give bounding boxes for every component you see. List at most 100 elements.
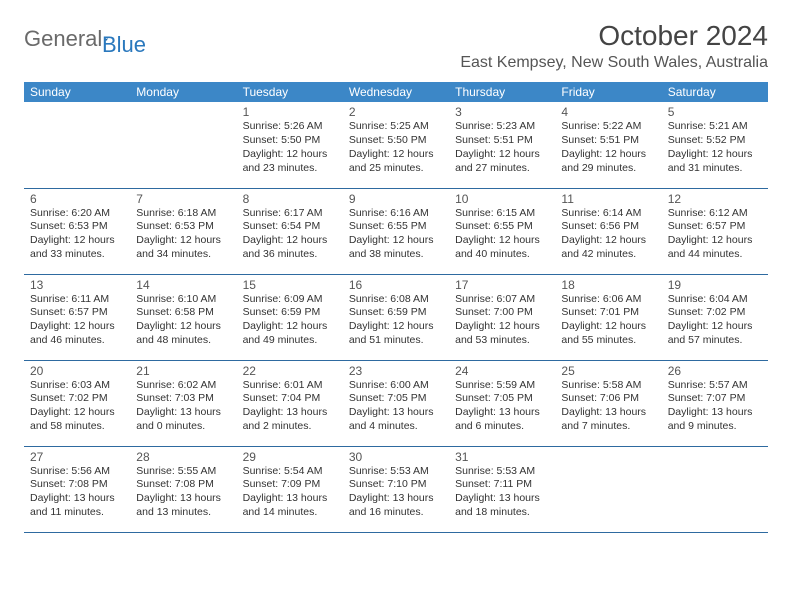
sunset-line: Sunset: 7:02 PM: [668, 306, 762, 320]
daylight-line: Daylight: 12 hours: [668, 234, 762, 248]
daylight-line: and 2 minutes.: [243, 420, 337, 434]
sunset-line: Sunset: 6:53 PM: [136, 220, 230, 234]
daylight-line: Daylight: 12 hours: [136, 234, 230, 248]
sunrise-line: Sunrise: 6:09 AM: [243, 293, 337, 307]
calendar-cell: 8Sunrise: 6:17 AMSunset: 6:54 PMDaylight…: [237, 188, 343, 274]
calendar-cell: 15Sunrise: 6:09 AMSunset: 6:59 PMDayligh…: [237, 274, 343, 360]
sunrise-line: Sunrise: 6:17 AM: [243, 207, 337, 221]
daylight-line: and 31 minutes.: [668, 162, 762, 176]
sunset-line: Sunset: 7:03 PM: [136, 392, 230, 406]
daylight-line: and 6 minutes.: [455, 420, 549, 434]
sunrise-line: Sunrise: 5:58 AM: [561, 379, 655, 393]
daylight-line: and 16 minutes.: [349, 506, 443, 520]
daylight-line: and 18 minutes.: [455, 506, 549, 520]
day-number: 10: [455, 192, 549, 206]
daylight-line: and 27 minutes.: [455, 162, 549, 176]
daylight-line: Daylight: 12 hours: [30, 406, 124, 420]
calendar-cell: [24, 102, 130, 188]
calendar-cell: 28Sunrise: 5:55 AMSunset: 7:08 PMDayligh…: [130, 446, 236, 532]
sunrise-line: Sunrise: 5:26 AM: [243, 120, 337, 134]
sunset-line: Sunset: 5:50 PM: [243, 134, 337, 148]
calendar-cell: 31Sunrise: 5:53 AMSunset: 7:11 PMDayligh…: [449, 446, 555, 532]
sunset-line: Sunset: 6:58 PM: [136, 306, 230, 320]
daylight-line: Daylight: 13 hours: [243, 492, 337, 506]
daylight-line: Daylight: 12 hours: [561, 320, 655, 334]
calendar-table: Sunday Monday Tuesday Wednesday Thursday…: [24, 82, 768, 533]
sunset-line: Sunset: 7:06 PM: [561, 392, 655, 406]
sunset-line: Sunset: 5:51 PM: [455, 134, 549, 148]
calendar-cell: [130, 102, 236, 188]
day-number: 12: [668, 192, 762, 206]
sunset-line: Sunset: 7:11 PM: [455, 478, 549, 492]
calendar-cell: 19Sunrise: 6:04 AMSunset: 7:02 PMDayligh…: [662, 274, 768, 360]
calendar-head: Sunday Monday Tuesday Wednesday Thursday…: [24, 82, 768, 102]
sunrise-line: Sunrise: 6:16 AM: [349, 207, 443, 221]
daylight-line: Daylight: 12 hours: [349, 320, 443, 334]
day-number: 5: [668, 105, 762, 119]
daylight-line: Daylight: 13 hours: [455, 492, 549, 506]
calendar-cell: 2Sunrise: 5:25 AMSunset: 5:50 PMDaylight…: [343, 102, 449, 188]
daylight-line: and 38 minutes.: [349, 248, 443, 262]
daylight-line: and 4 minutes.: [349, 420, 443, 434]
sunset-line: Sunset: 7:10 PM: [349, 478, 443, 492]
calendar-cell: 21Sunrise: 6:02 AMSunset: 7:03 PMDayligh…: [130, 360, 236, 446]
sunrise-line: Sunrise: 5:53 AM: [455, 465, 549, 479]
calendar-cell: 12Sunrise: 6:12 AMSunset: 6:57 PMDayligh…: [662, 188, 768, 274]
sunset-line: Sunset: 7:01 PM: [561, 306, 655, 320]
day-number: 14: [136, 278, 230, 292]
calendar-row: 27Sunrise: 5:56 AMSunset: 7:08 PMDayligh…: [24, 446, 768, 532]
title-block: October 2024 East Kempsey, New South Wal…: [460, 20, 768, 78]
daylight-line: and 51 minutes.: [349, 334, 443, 348]
sunrise-line: Sunrise: 6:02 AM: [136, 379, 230, 393]
calendar-cell: 13Sunrise: 6:11 AMSunset: 6:57 PMDayligh…: [24, 274, 130, 360]
daylight-line: Daylight: 13 hours: [349, 406, 443, 420]
daylight-line: Daylight: 13 hours: [668, 406, 762, 420]
sunrise-line: Sunrise: 6:11 AM: [30, 293, 124, 307]
daylight-line: Daylight: 12 hours: [243, 148, 337, 162]
calendar-cell: 10Sunrise: 6:15 AMSunset: 6:55 PMDayligh…: [449, 188, 555, 274]
daylight-line: and 36 minutes.: [243, 248, 337, 262]
daylight-line: Daylight: 12 hours: [561, 148, 655, 162]
sunrise-line: Sunrise: 6:03 AM: [30, 379, 124, 393]
sunset-line: Sunset: 5:51 PM: [561, 134, 655, 148]
calendar-cell: 5Sunrise: 5:21 AMSunset: 5:52 PMDaylight…: [662, 102, 768, 188]
daylight-line: and 33 minutes.: [30, 248, 124, 262]
calendar-cell: 22Sunrise: 6:01 AMSunset: 7:04 PMDayligh…: [237, 360, 343, 446]
sunrise-line: Sunrise: 5:55 AM: [136, 465, 230, 479]
calendar-row: 6Sunrise: 6:20 AMSunset: 6:53 PMDaylight…: [24, 188, 768, 274]
sunrise-line: Sunrise: 5:59 AM: [455, 379, 549, 393]
calendar-cell: 25Sunrise: 5:58 AMSunset: 7:06 PMDayligh…: [555, 360, 661, 446]
sunrise-line: Sunrise: 6:07 AM: [455, 293, 549, 307]
daylight-line: Daylight: 13 hours: [243, 406, 337, 420]
calendar-cell: 29Sunrise: 5:54 AMSunset: 7:09 PMDayligh…: [237, 446, 343, 532]
calendar-cell: 14Sunrise: 6:10 AMSunset: 6:58 PMDayligh…: [130, 274, 236, 360]
day-number: 24: [455, 364, 549, 378]
sunrise-line: Sunrise: 6:20 AM: [30, 207, 124, 221]
day-number: 30: [349, 450, 443, 464]
calendar-row: 1Sunrise: 5:26 AMSunset: 5:50 PMDaylight…: [24, 102, 768, 188]
daylight-line: Daylight: 12 hours: [561, 234, 655, 248]
calendar-cell: 1Sunrise: 5:26 AMSunset: 5:50 PMDaylight…: [237, 102, 343, 188]
daylight-line: and 14 minutes.: [243, 506, 337, 520]
calendar-cell: 6Sunrise: 6:20 AMSunset: 6:53 PMDaylight…: [24, 188, 130, 274]
calendar-cell: 30Sunrise: 5:53 AMSunset: 7:10 PMDayligh…: [343, 446, 449, 532]
calendar-cell: 17Sunrise: 6:07 AMSunset: 7:00 PMDayligh…: [449, 274, 555, 360]
daylight-line: Daylight: 12 hours: [668, 148, 762, 162]
col-saturday: Saturday: [662, 82, 768, 102]
sunset-line: Sunset: 7:05 PM: [455, 392, 549, 406]
calendar-cell: 16Sunrise: 6:08 AMSunset: 6:59 PMDayligh…: [343, 274, 449, 360]
sunrise-line: Sunrise: 6:01 AM: [243, 379, 337, 393]
daylight-line: and 7 minutes.: [561, 420, 655, 434]
calendar-row: 13Sunrise: 6:11 AMSunset: 6:57 PMDayligh…: [24, 274, 768, 360]
day-number: 29: [243, 450, 337, 464]
day-number: 23: [349, 364, 443, 378]
sunrise-line: Sunrise: 6:00 AM: [349, 379, 443, 393]
calendar-cell: 20Sunrise: 6:03 AMSunset: 7:02 PMDayligh…: [24, 360, 130, 446]
sunrise-line: Sunrise: 5:53 AM: [349, 465, 443, 479]
daylight-line: Daylight: 13 hours: [455, 406, 549, 420]
daylight-line: Daylight: 12 hours: [455, 148, 549, 162]
sunset-line: Sunset: 7:00 PM: [455, 306, 549, 320]
day-number: 18: [561, 278, 655, 292]
sunrise-line: Sunrise: 6:04 AM: [668, 293, 762, 307]
sunrise-line: Sunrise: 6:06 AM: [561, 293, 655, 307]
